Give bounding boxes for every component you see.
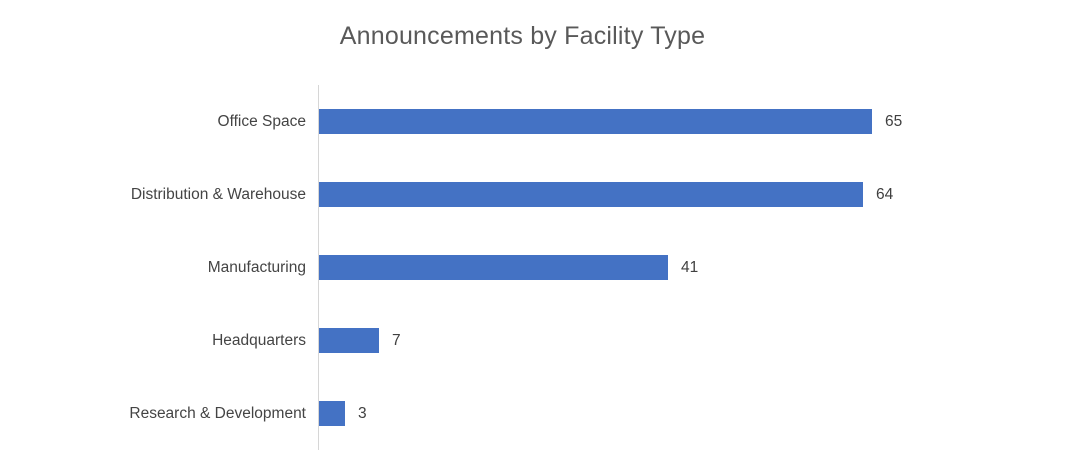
table-row: Distribution & Warehouse 64 (0, 158, 1080, 231)
category-label: Manufacturing (207, 258, 306, 276)
chart-title: Announcements by Facility Type (339, 22, 706, 50)
table-row: Headquarters 7 (0, 304, 1080, 377)
bar (319, 255, 668, 280)
category-label: Distribution & Warehouse (130, 185, 306, 203)
bar-rows: Office Space 65 Distribution & Warehouse 64… (0, 85, 1080, 450)
bar (319, 182, 863, 207)
bar (319, 109, 872, 134)
value-label: 7 (392, 331, 401, 349)
table-row: Manufacturing 41 (0, 231, 1080, 304)
bar (319, 328, 379, 353)
category-label: Research & Development (129, 404, 306, 422)
category-label: Headquarters (212, 331, 306, 349)
bar-track: 7 (318, 304, 1080, 377)
value-label: 65 (885, 112, 903, 130)
bar (319, 401, 345, 426)
bar-track: 41 (318, 231, 1080, 304)
table-row: Office Space 65 (0, 85, 1080, 158)
value-label: 3 (358, 404, 367, 422)
bar-track: 65 (318, 85, 1080, 158)
value-label: 41 (681, 258, 699, 276)
bar-track: 64 (318, 158, 1080, 231)
bar-track: 3 (318, 377, 1080, 450)
table-row: Research & Development 3 (0, 377, 1080, 450)
value-label: 64 (876, 185, 894, 203)
category-label: Office Space (217, 112, 306, 130)
